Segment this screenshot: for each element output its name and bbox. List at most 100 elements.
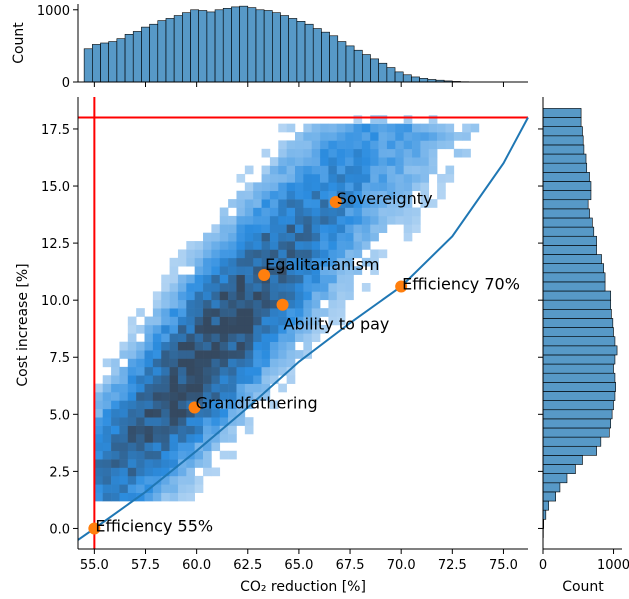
heatmap-cell	[169, 366, 179, 376]
heatmap-cell	[328, 140, 338, 150]
heatmap-cell	[211, 249, 221, 259]
heatmap-cell	[219, 383, 229, 393]
top-histogram-bar	[173, 15, 183, 83]
heatmap-cell	[119, 484, 129, 493]
heatmap-cell	[244, 215, 254, 225]
heatmap-cell	[169, 257, 179, 267]
heatmap-cell	[127, 341, 137, 351]
heatmap-cell	[286, 165, 296, 175]
heatmap-cell	[203, 316, 212, 326]
heatmap-cell	[320, 123, 329, 133]
heatmap-cell	[311, 148, 321, 158]
heatmap-cell	[119, 425, 129, 435]
heatmap-cell	[144, 375, 154, 384]
right-hist-x-tick-label: 1000	[597, 558, 629, 573]
heatmap-cell	[261, 333, 271, 343]
heatmap-cell	[353, 140, 363, 150]
heatmap-cell	[336, 190, 346, 200]
heatmap-cell	[136, 442, 145, 452]
heatmap-cell	[119, 392, 129, 401]
heatmap-cell	[161, 383, 170, 393]
heatmap-cell	[136, 308, 145, 317]
main-ylabel: Cost increase [%]	[15, 263, 31, 386]
heatmap-cell	[328, 249, 338, 259]
heatmap-cell	[94, 392, 104, 401]
right-histogram-bar	[542, 455, 583, 465]
heatmap-cell	[278, 257, 287, 267]
heatmap-cell	[228, 232, 237, 242]
heatmap-cell	[278, 224, 287, 233]
heatmap-cell	[295, 257, 304, 267]
heatmap-cell	[295, 224, 304, 233]
heatmap-cell	[169, 417, 179, 426]
point-label: Sovereignty	[337, 189, 433, 208]
top-histogram-bar	[312, 28, 322, 83]
heatmap-cell	[144, 316, 154, 326]
heatmap-cell	[328, 299, 338, 309]
right-histogram-bar	[542, 372, 616, 383]
heatmap-cell	[203, 350, 212, 359]
heatmap-cell	[286, 358, 296, 368]
heatmap-cell	[320, 283, 329, 292]
heatmap-cell	[111, 425, 120, 435]
heatmap-cell	[320, 291, 329, 301]
heatmap-cell	[378, 140, 388, 150]
heatmap-cell	[412, 148, 421, 158]
right-histogram-bar	[542, 427, 610, 438]
heatmap-cell	[186, 308, 195, 317]
heatmap-cell	[420, 199, 430, 208]
heatmap-cell	[244, 392, 254, 401]
top-histogram-bar	[296, 21, 306, 83]
heatmap-cell	[111, 450, 120, 460]
main-x-tick-label: 75.0	[489, 558, 518, 573]
top-histogram-bar	[304, 23, 314, 83]
heatmap-cell	[295, 324, 304, 334]
top-histogram-bar	[116, 38, 126, 83]
heatmap-cell	[152, 383, 162, 393]
heatmap-cell	[345, 132, 354, 141]
heatmap-cell	[177, 291, 187, 301]
heatmap-cell	[303, 190, 313, 200]
heatmap-cell	[278, 333, 287, 343]
heatmap-cell	[253, 341, 262, 351]
heatmap-cell	[186, 341, 195, 351]
heatmap-cell	[244, 283, 254, 292]
heatmap-cell	[320, 132, 329, 141]
heatmap-cell	[169, 484, 179, 493]
heatmap-cell	[244, 316, 254, 326]
heatmap-cell	[370, 215, 379, 225]
right-histogram-bars	[542, 108, 618, 538]
heatmap-cell	[127, 316, 137, 326]
top-histogram-bar	[141, 26, 150, 83]
heatmap-cell	[453, 132, 463, 141]
heatmap-cell	[152, 467, 162, 477]
heatmap-cell	[186, 392, 195, 401]
heatmap-cell	[378, 199, 388, 208]
heatmap-cell	[211, 291, 221, 301]
top-histogram-bar	[394, 71, 404, 83]
heatmap-cell	[111, 459, 120, 468]
heatmap-cell	[311, 199, 321, 208]
heatmap-cell	[403, 148, 413, 158]
heatmap-cell	[303, 308, 313, 317]
heatmap-cell	[144, 417, 154, 426]
heatmap-cell	[194, 408, 204, 418]
heatmap-cell	[111, 475, 120, 485]
top-histogram-bar	[411, 76, 420, 83]
heatmap-cell	[378, 132, 388, 141]
heatmap-cell	[269, 350, 279, 359]
heatmap-cell	[286, 140, 296, 150]
right-histogram-bar	[542, 208, 590, 219]
heatmap-cell	[336, 274, 346, 284]
heatmap-cell	[152, 475, 162, 485]
heatmap-cell	[111, 408, 120, 418]
heatmap-cell	[161, 475, 170, 485]
heatmap-cell	[152, 341, 162, 351]
heatmap-cell	[127, 366, 137, 376]
heatmap-cell	[295, 350, 304, 359]
heatmap-cell	[102, 417, 112, 426]
heatmap-cell	[161, 400, 170, 410]
heatmap-cell	[253, 257, 262, 267]
heatmap-cell	[169, 274, 179, 284]
heatmap-cell	[286, 257, 296, 267]
